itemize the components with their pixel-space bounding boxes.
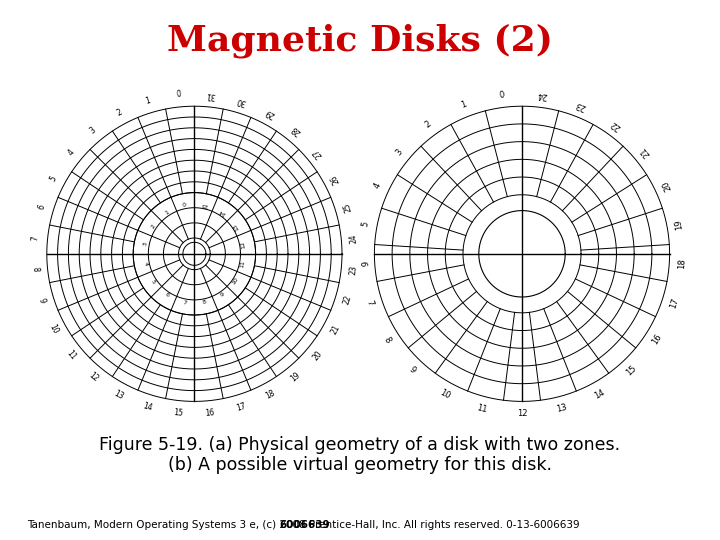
Text: 0: 0	[499, 90, 505, 100]
Text: 6: 6	[37, 204, 47, 211]
Text: 19: 19	[289, 371, 302, 384]
Text: 2: 2	[150, 223, 156, 230]
Text: 2: 2	[114, 108, 123, 118]
Text: 30: 30	[235, 95, 247, 106]
Text: 7: 7	[182, 300, 187, 305]
Text: (b) A possible virtual geometry for this disk.: (b) A possible virtual geometry for this…	[168, 456, 552, 475]
Text: 12: 12	[240, 240, 246, 248]
Text: 18: 18	[264, 389, 276, 401]
Text: 24: 24	[536, 90, 548, 100]
Text: 7: 7	[31, 235, 40, 241]
Text: 26: 26	[329, 172, 341, 185]
Text: 9: 9	[408, 365, 418, 375]
Text: 17: 17	[668, 297, 680, 309]
Text: 8: 8	[31, 267, 40, 272]
Text: 14: 14	[142, 401, 154, 413]
Text: 10: 10	[231, 277, 240, 286]
Text: 20: 20	[660, 179, 673, 192]
Text: 5: 5	[360, 220, 370, 227]
Text: 18: 18	[677, 258, 686, 269]
Text: 25: 25	[342, 201, 353, 213]
Text: 13: 13	[113, 388, 125, 401]
Text: 28: 28	[289, 124, 302, 137]
Text: 1: 1	[459, 100, 467, 110]
Text: 2: 2	[423, 119, 433, 130]
Text: 22: 22	[609, 118, 623, 131]
Text: 1: 1	[163, 210, 170, 215]
Text: 27: 27	[312, 146, 325, 159]
Text: 17: 17	[235, 401, 247, 413]
Text: 15: 15	[624, 363, 639, 377]
Text: 23: 23	[348, 264, 359, 275]
Text: 22: 22	[342, 294, 353, 306]
Text: Magnetic Disks (2): Magnetic Disks (2)	[167, 23, 553, 58]
Text: 13: 13	[556, 403, 568, 414]
Text: Tanenbaum, Modern Operating Systems 3 e, (c) 2008 Prentice-Hall, Inc. All rights: Tanenbaum, Modern Operating Systems 3 e,…	[27, 520, 580, 530]
Text: 11: 11	[476, 403, 488, 414]
Text: 21: 21	[639, 145, 652, 159]
Text: 15: 15	[200, 202, 208, 208]
Text: 8: 8	[382, 335, 392, 344]
Text: 6006639: 6006639	[279, 520, 330, 530]
Text: 13: 13	[231, 221, 240, 231]
Text: 20: 20	[312, 349, 325, 362]
Text: 1: 1	[145, 96, 152, 106]
Text: 21: 21	[329, 323, 341, 335]
Text: 14: 14	[217, 208, 227, 217]
Text: 12: 12	[86, 371, 99, 384]
Text: 12: 12	[517, 409, 527, 418]
Text: 0: 0	[182, 202, 187, 208]
Polygon shape	[479, 211, 565, 297]
Text: 10: 10	[438, 387, 451, 400]
Text: 5: 5	[48, 174, 58, 183]
Text: 11: 11	[240, 259, 246, 268]
Text: 16: 16	[204, 408, 215, 418]
Text: 11: 11	[64, 349, 77, 362]
Text: 14: 14	[593, 387, 606, 400]
Text: 9: 9	[219, 292, 225, 298]
Text: 31: 31	[204, 90, 215, 100]
Polygon shape	[183, 242, 206, 265]
Text: 29: 29	[264, 106, 276, 119]
Text: 6: 6	[358, 261, 367, 267]
Text: 3: 3	[394, 147, 404, 157]
Text: 4: 4	[143, 261, 148, 266]
Text: 7: 7	[365, 299, 375, 307]
Text: 6: 6	[163, 292, 170, 298]
Text: 24: 24	[348, 233, 359, 244]
Text: 8: 8	[202, 300, 207, 305]
Text: 19: 19	[674, 218, 685, 230]
Text: 9: 9	[37, 296, 47, 304]
Text: 4: 4	[66, 147, 76, 157]
Text: 10: 10	[48, 323, 60, 335]
Text: 4: 4	[372, 181, 382, 190]
Text: 3: 3	[89, 125, 98, 135]
Text: 16: 16	[650, 333, 664, 346]
Text: 15: 15	[174, 408, 184, 418]
Text: 3: 3	[143, 242, 148, 247]
Text: 23: 23	[575, 99, 588, 111]
Text: Figure 5-19. (a) Physical geometry of a disk with two zones.: Figure 5-19. (a) Physical geometry of a …	[99, 436, 621, 455]
Text: 0: 0	[176, 90, 181, 99]
Text: 5: 5	[150, 279, 156, 285]
